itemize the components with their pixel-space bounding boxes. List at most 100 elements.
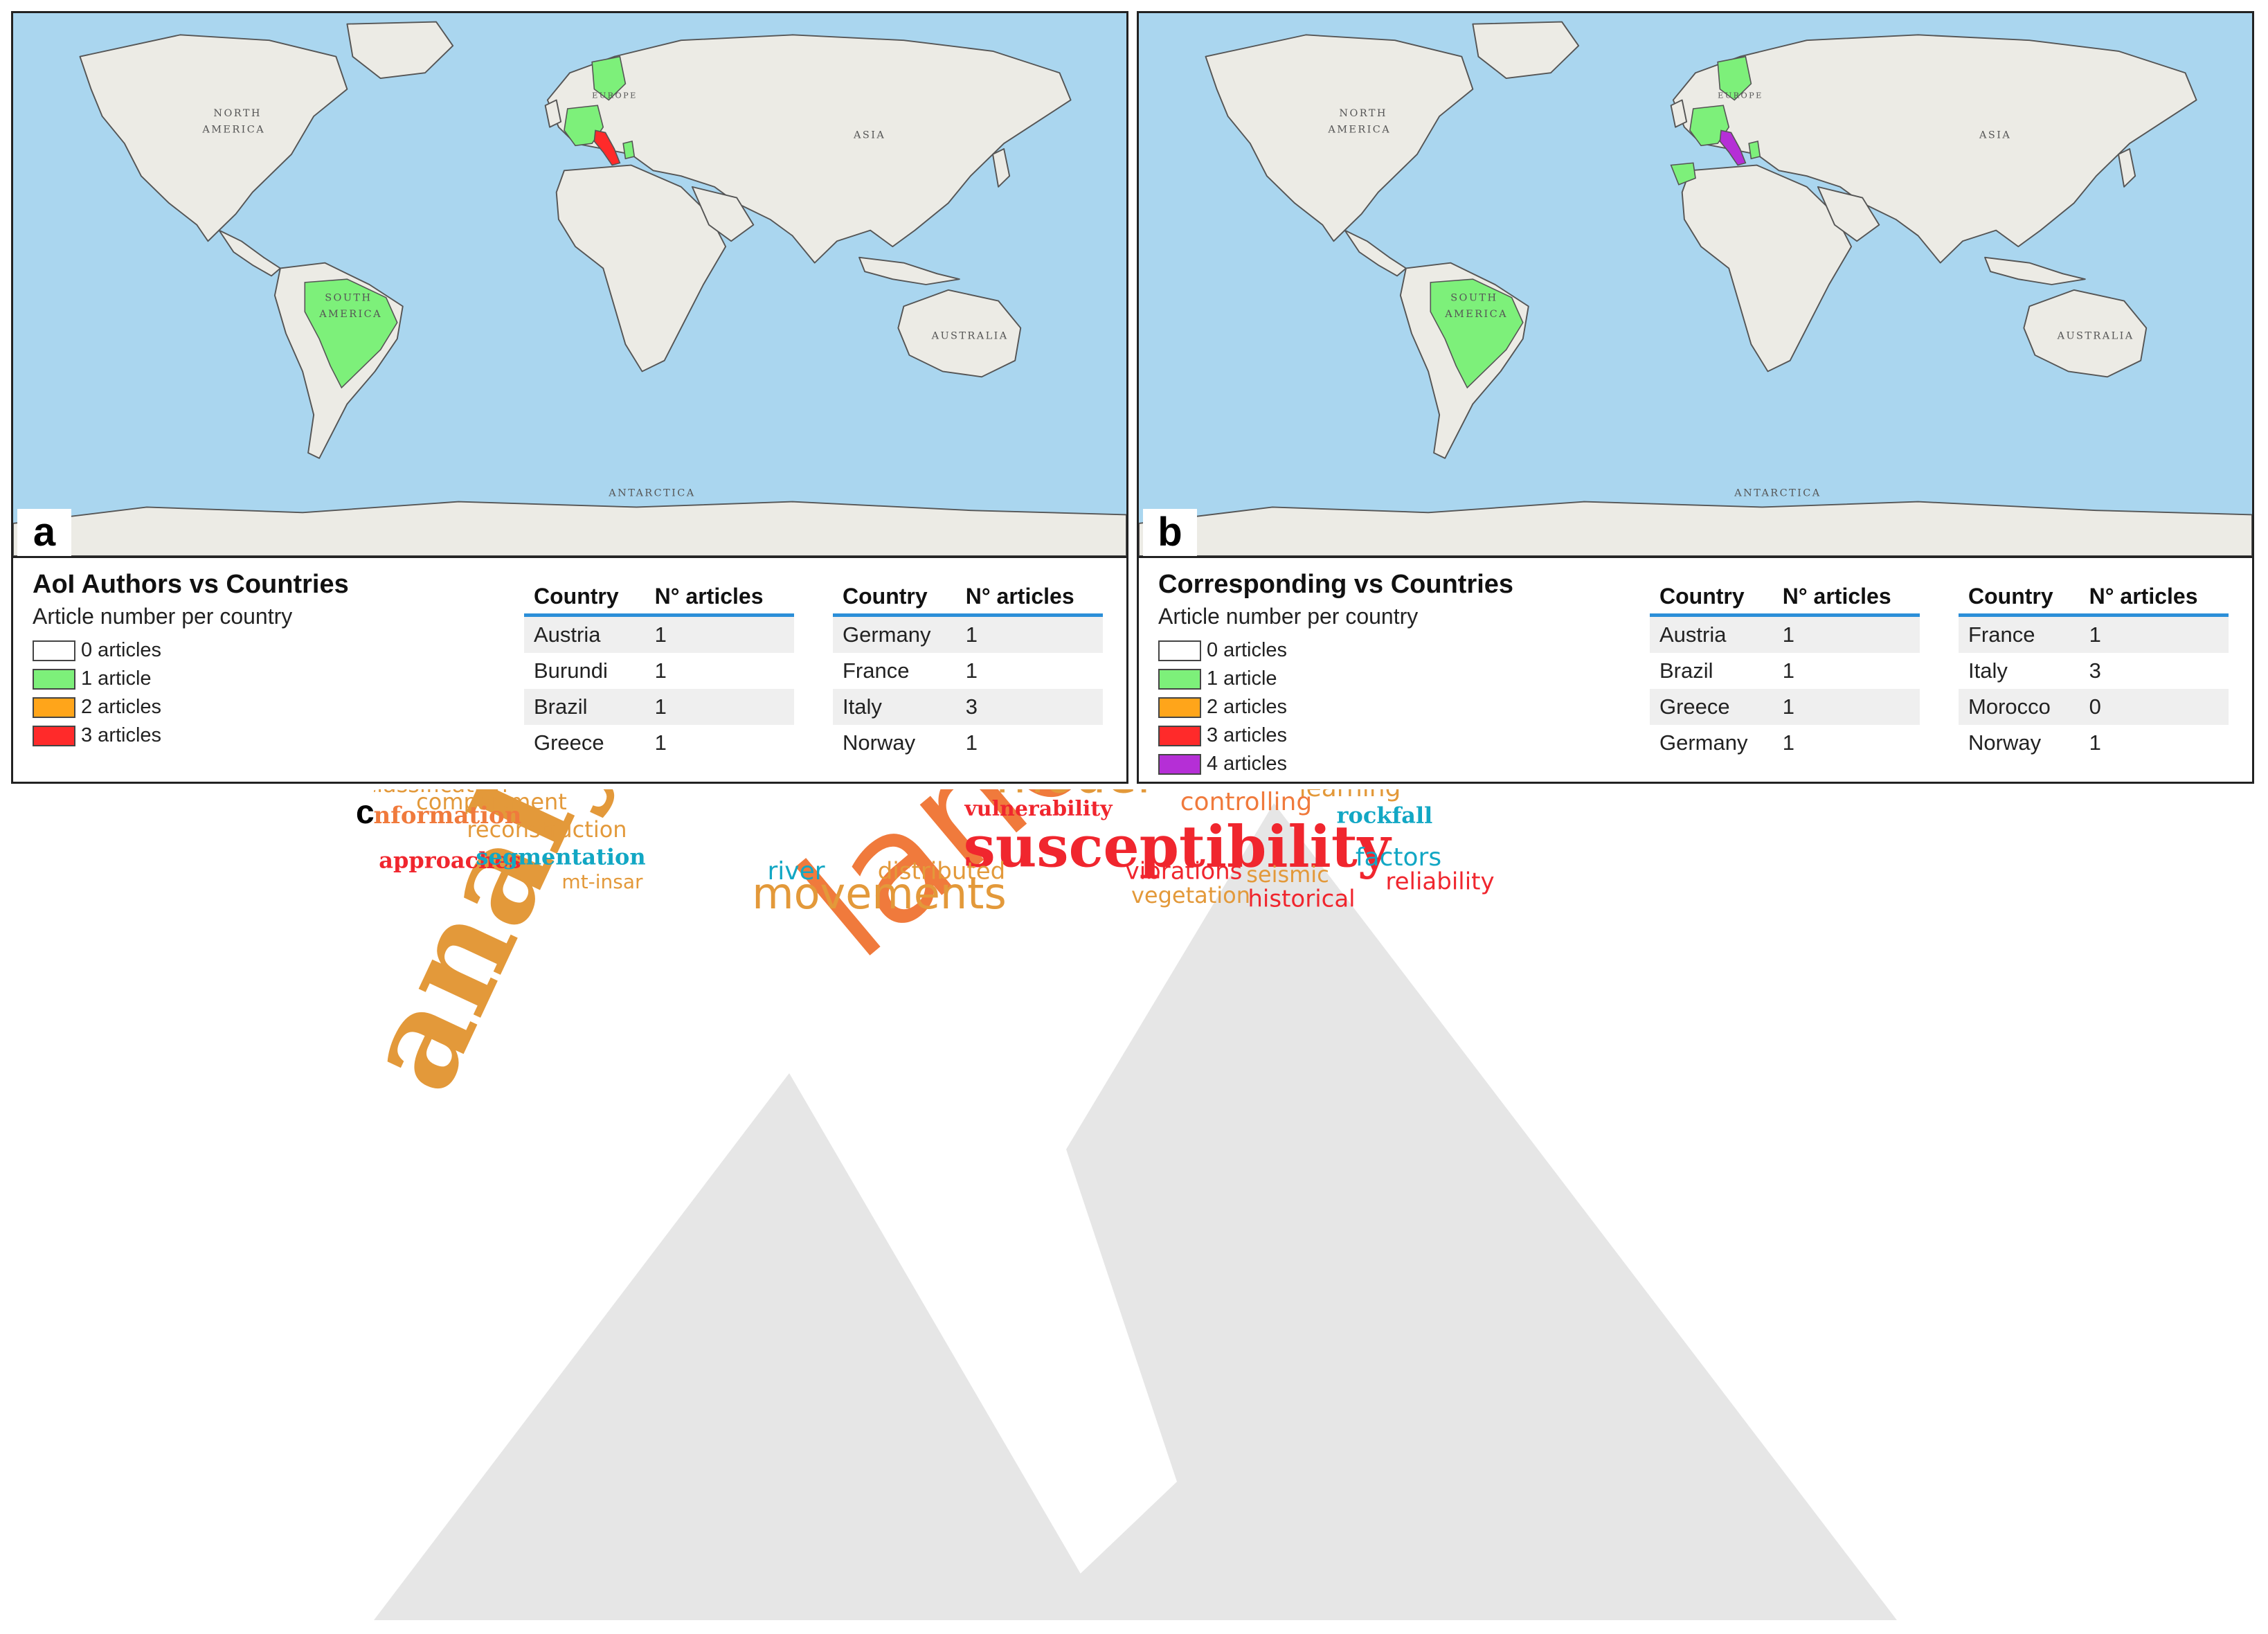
map-label-south: SOUTH [1450,293,1497,304]
legend-item: 3 articles [1158,721,1513,750]
word-cloud-word: susceptibility [964,814,1392,880]
table-header: N° articles [2079,581,2229,617]
table-cell: Italy [1968,658,2008,683]
legend-swatch [1158,753,1201,775]
table-cell: Germany [833,615,956,653]
table-cell: France [843,658,910,683]
word-cloud-word: classification [374,789,507,798]
table-row: Greece 1 [1650,689,1920,725]
table-cell: Greece [534,730,604,755]
legend: AoI Authors vs Countries Article number … [33,570,349,750]
word-cloud-word: distributed [878,858,1005,886]
africa-shape [555,164,727,372]
word-cloud-word: compartment [416,789,567,815]
table-cell: 1 [1782,658,1794,683]
table-row: Norway 1 [1959,725,2229,761]
panel-letter: b [1143,509,1197,556]
map-label-australia: AUSTRALIA [2057,331,2134,342]
country-table: Country N° articles France 1 Italy 3 Morocc… [1959,581,2229,761]
table-cell: Austria [1650,615,1773,653]
map-label-america: AMERICA [201,125,265,136]
table-cell: Norway [843,730,916,755]
australia-shape [2023,289,2148,378]
word-cloud-word: factors [1356,843,1441,872]
table-cell: 3 [2089,658,2101,683]
table-header: Country [1959,581,2080,617]
legend-swatch [1158,725,1201,746]
map-label-australia: AUSTRALIA [931,331,1009,342]
uk-shape [544,99,562,128]
map-label-asia: ASIA [1979,129,2011,141]
legend-label: 4 articles [1207,753,1288,775]
australia-shape [897,289,1022,378]
word-cloud-word: segmentation [476,844,645,870]
legend-title: AoI Authors vs Countries [33,570,349,599]
table-cell: Morocco [1959,689,2080,725]
table-cell: Italy [833,689,956,725]
antarctica-shape [1139,501,2252,556]
table-cell: Brazil [1659,658,1713,683]
table-row: Germany 1 [1650,725,1920,761]
country-table: Country N° articles Austria 1 Burundi 1 Bra… [524,581,794,761]
word-cloud-word: rockfall [1337,802,1433,829]
legend-label: 3 articles [81,724,162,746]
legend-swatch [1158,640,1201,661]
table-row: Norway 1 [833,725,1103,761]
map-panel-b: NORTH AMERICA SOUTH AMERICA ASIA AUSTRAL… [1137,11,2254,784]
legend-label: 3 articles [1207,724,1288,746]
map-label-europe: EUROPE [1718,91,1763,100]
table-cell: 1 [1782,730,1794,755]
map-label-samerica: AMERICA [318,309,382,320]
table-row: Greece 1 [524,725,794,761]
table-header: Country [1650,581,1773,617]
legend-label: 1 article [81,667,152,690]
table-cell: 1 [654,730,667,755]
legend-swatch [33,697,75,718]
word-cloud-word: movements [752,868,1007,919]
panel-letter: c [356,794,375,831]
world-map: NORTH AMERICA SOUTH AMERICA ASIA AUSTRAL… [1139,13,2252,558]
table-row: Austria 1 [1650,615,1920,653]
mountain-left-shape [374,1073,1108,1620]
legend-swatch [33,640,75,661]
table-cell: Greece [1650,689,1773,725]
map-label-antarctica: ANTARCTICA [608,488,695,499]
table-cell: Burundi [534,658,608,683]
table-row: Italy 3 [833,689,1103,725]
legend-label: 1 article [1207,667,1277,690]
word-cloud-word: vegetation [1131,882,1250,908]
legend-swatch [1158,668,1201,690]
japan-shape [2118,148,2136,188]
legend-item: 1 article [1158,665,1513,693]
greenland-shape [1472,21,1580,80]
table-row: Burundi 1 [524,653,794,689]
eurasia-shape [546,34,1072,264]
word-cloud-word: vibrations [1126,858,1243,886]
europe-green-shape [1689,105,1730,147]
table-cell: Austria [524,615,645,653]
word-cloud-word: controlling [1180,789,1312,816]
table-cell: 3 [955,689,1103,725]
word-cloud-word: river [767,857,825,886]
indonesia-shape [858,256,960,285]
uk-shape [1670,99,1688,128]
greece-shape [622,141,636,160]
map-label-asia: ASIA [853,129,885,141]
legend-item: 2 articles [1158,693,1513,721]
table-row: Germany 1 [833,615,1103,653]
table-cell: Germany [1659,730,1748,755]
map-label-america: AMERICA [1327,125,1391,136]
greenland-shape [346,21,454,80]
brazil-shape [304,278,398,389]
table-header: N° articles [1772,581,1920,617]
north-america-shape [1205,34,1474,242]
table-cell: 1 [645,689,794,725]
mountain-right-shape [1032,803,1897,1620]
word-cloud-word: seismic [1246,861,1329,888]
map-label-north: NORTH [1339,108,1387,119]
table-cell: 0 [2079,689,2229,725]
map-panel-a: NORTH AMERICA SOUTH AMERICA ASIA AUSTRAL… [11,11,1128,784]
table-header: Country [833,581,956,617]
word-cloud-word: mt-insar [561,870,643,893]
italy-shape [1719,129,1747,166]
